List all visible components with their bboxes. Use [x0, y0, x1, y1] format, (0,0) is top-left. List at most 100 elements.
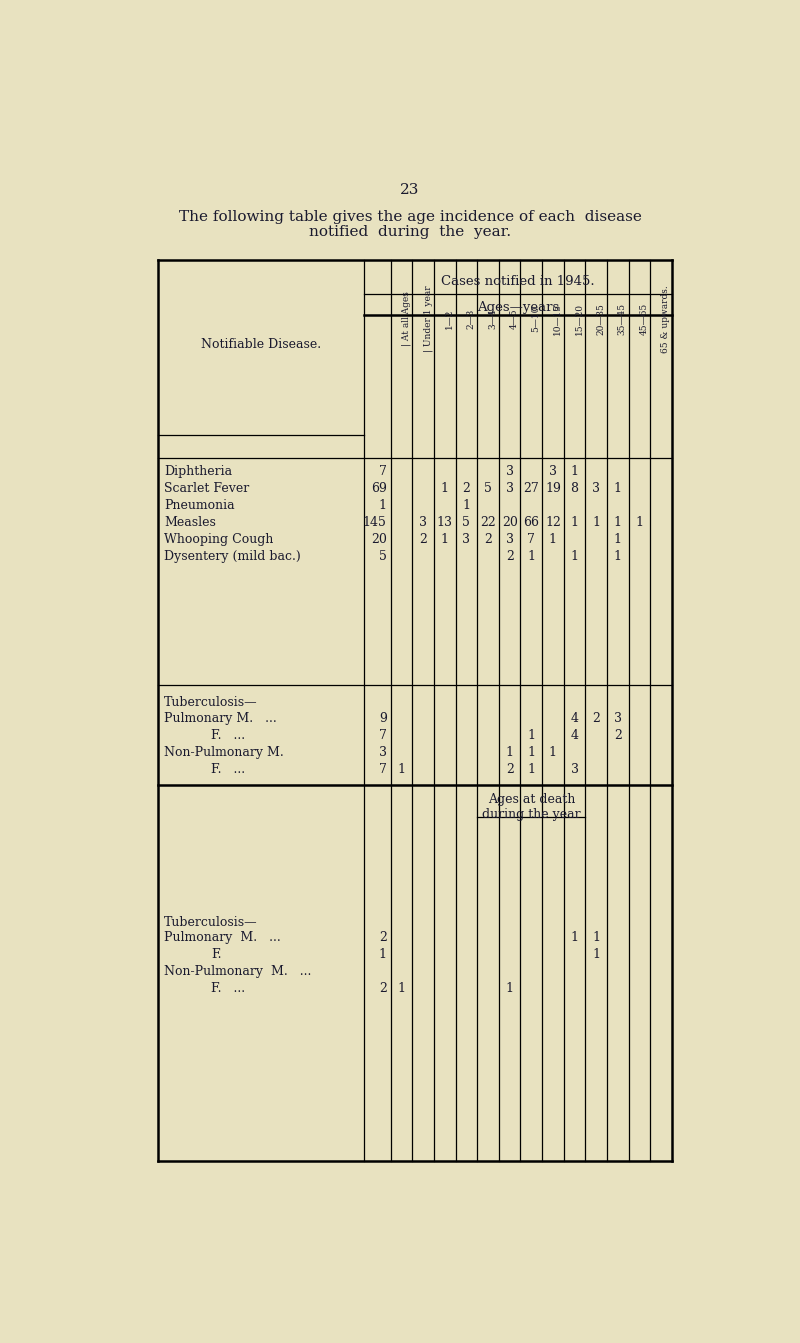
Text: 65 & upwards.: 65 & upwards.	[661, 285, 670, 353]
Text: Pulmonary  M.   ...: Pulmonary M. ...	[164, 931, 281, 944]
Text: | Under 1 year: | Under 1 year	[423, 286, 433, 352]
Text: Ages—years: Ages—years	[477, 301, 559, 314]
Text: 2: 2	[419, 533, 427, 547]
Text: 1: 1	[378, 500, 386, 512]
Text: 66: 66	[523, 516, 539, 529]
Text: 27: 27	[523, 482, 539, 496]
Text: 1: 1	[378, 948, 386, 962]
Text: The following table gives the age incidence of each  disease: The following table gives the age incide…	[178, 210, 642, 224]
Text: 19: 19	[545, 482, 561, 496]
Text: Non-Pulmonary M.: Non-Pulmonary M.	[164, 745, 284, 759]
Text: | At all Ages: | At all Ages	[402, 291, 411, 346]
Text: 10—15: 10—15	[553, 304, 562, 334]
Text: 2: 2	[462, 482, 470, 496]
Text: 3: 3	[570, 763, 578, 775]
Text: 2: 2	[379, 982, 386, 995]
Text: 1—2: 1—2	[445, 309, 454, 329]
Text: 7: 7	[379, 729, 386, 741]
Text: F.: F.	[211, 948, 222, 962]
Text: F.   ...: F. ...	[211, 729, 245, 741]
Text: 1: 1	[527, 763, 535, 775]
Text: 4: 4	[570, 729, 578, 741]
Text: 1: 1	[592, 516, 600, 529]
Text: Scarlet Fever: Scarlet Fever	[164, 482, 250, 496]
Text: 1: 1	[462, 500, 470, 512]
Text: 23: 23	[400, 183, 420, 196]
Text: F.   ...: F. ...	[211, 982, 245, 995]
Text: Ages at death
during the year: Ages at death during the year	[482, 792, 581, 821]
Text: 5: 5	[484, 482, 492, 496]
Text: 3: 3	[506, 482, 514, 496]
Text: 1: 1	[570, 931, 578, 944]
Text: 3: 3	[549, 465, 557, 478]
Text: 9: 9	[379, 712, 386, 725]
Text: Whooping Cough: Whooping Cough	[164, 533, 274, 547]
Text: 3: 3	[592, 482, 600, 496]
Text: Cases notified in 1945.: Cases notified in 1945.	[441, 275, 594, 289]
Text: 3: 3	[506, 533, 514, 547]
Text: 3: 3	[506, 465, 514, 478]
Text: 2: 2	[484, 533, 492, 547]
Text: F.   ...: F. ...	[211, 763, 245, 775]
Text: 1: 1	[506, 982, 514, 995]
Text: 1: 1	[549, 533, 557, 547]
Text: Tuberculosis—: Tuberculosis—	[164, 696, 258, 709]
Text: 7: 7	[379, 465, 386, 478]
Text: 2—3: 2—3	[466, 309, 475, 329]
Text: Tuberculosis—: Tuberculosis—	[164, 916, 258, 929]
Text: 20: 20	[371, 533, 386, 547]
Text: 1: 1	[398, 982, 406, 995]
Text: 35—45: 35—45	[618, 304, 627, 334]
Text: 5: 5	[462, 516, 470, 529]
Text: 5—10: 5—10	[531, 306, 540, 332]
Text: 3: 3	[462, 533, 470, 547]
Text: 1: 1	[398, 763, 406, 775]
Text: 1: 1	[614, 551, 622, 563]
Text: 2: 2	[506, 763, 514, 775]
Text: 2: 2	[592, 712, 600, 725]
Text: 1: 1	[592, 948, 600, 962]
Text: 7: 7	[379, 763, 386, 775]
Text: 4—5: 4—5	[510, 309, 518, 329]
Text: 20—35: 20—35	[596, 304, 606, 334]
Text: 1: 1	[549, 745, 557, 759]
Text: Dysentery (mild bac.): Dysentery (mild bac.)	[164, 551, 301, 563]
Text: Notifiable Disease.: Notifiable Disease.	[201, 338, 321, 352]
Text: Non-Pulmonary  M.   ...: Non-Pulmonary M. ...	[164, 966, 312, 978]
Text: 22: 22	[480, 516, 496, 529]
Text: 3—4: 3—4	[488, 309, 497, 329]
Text: 1: 1	[570, 516, 578, 529]
Text: Pneumonia: Pneumonia	[164, 500, 235, 512]
Text: 3: 3	[378, 745, 386, 759]
Text: 45—65: 45—65	[639, 304, 649, 336]
Text: Measles: Measles	[164, 516, 216, 529]
Text: 12: 12	[545, 516, 561, 529]
Text: 1: 1	[570, 465, 578, 478]
Text: 1: 1	[592, 931, 600, 944]
Text: 1: 1	[506, 745, 514, 759]
Text: Pulmonary M.   ...: Pulmonary M. ...	[164, 712, 277, 725]
Text: 1: 1	[635, 516, 643, 529]
Text: 2: 2	[379, 931, 386, 944]
Text: 8: 8	[570, 482, 578, 496]
Text: 1: 1	[527, 729, 535, 741]
Text: 13: 13	[437, 516, 453, 529]
Text: 2: 2	[506, 551, 514, 563]
Text: 15—20: 15—20	[574, 304, 583, 334]
Text: 7: 7	[527, 533, 535, 547]
Text: 1: 1	[614, 516, 622, 529]
Text: 4: 4	[570, 712, 578, 725]
Text: 1: 1	[441, 533, 449, 547]
Text: 1: 1	[614, 482, 622, 496]
Text: 3: 3	[614, 712, 622, 725]
Text: 1: 1	[570, 551, 578, 563]
Text: 1: 1	[614, 533, 622, 547]
Text: 145: 145	[363, 516, 386, 529]
Text: 1: 1	[527, 745, 535, 759]
Text: 3: 3	[419, 516, 427, 529]
Text: 5: 5	[379, 551, 386, 563]
Text: 1: 1	[441, 482, 449, 496]
Text: Diphtheria: Diphtheria	[164, 465, 233, 478]
Text: 2: 2	[614, 729, 622, 741]
Text: notified  during  the  year.: notified during the year.	[309, 226, 511, 239]
